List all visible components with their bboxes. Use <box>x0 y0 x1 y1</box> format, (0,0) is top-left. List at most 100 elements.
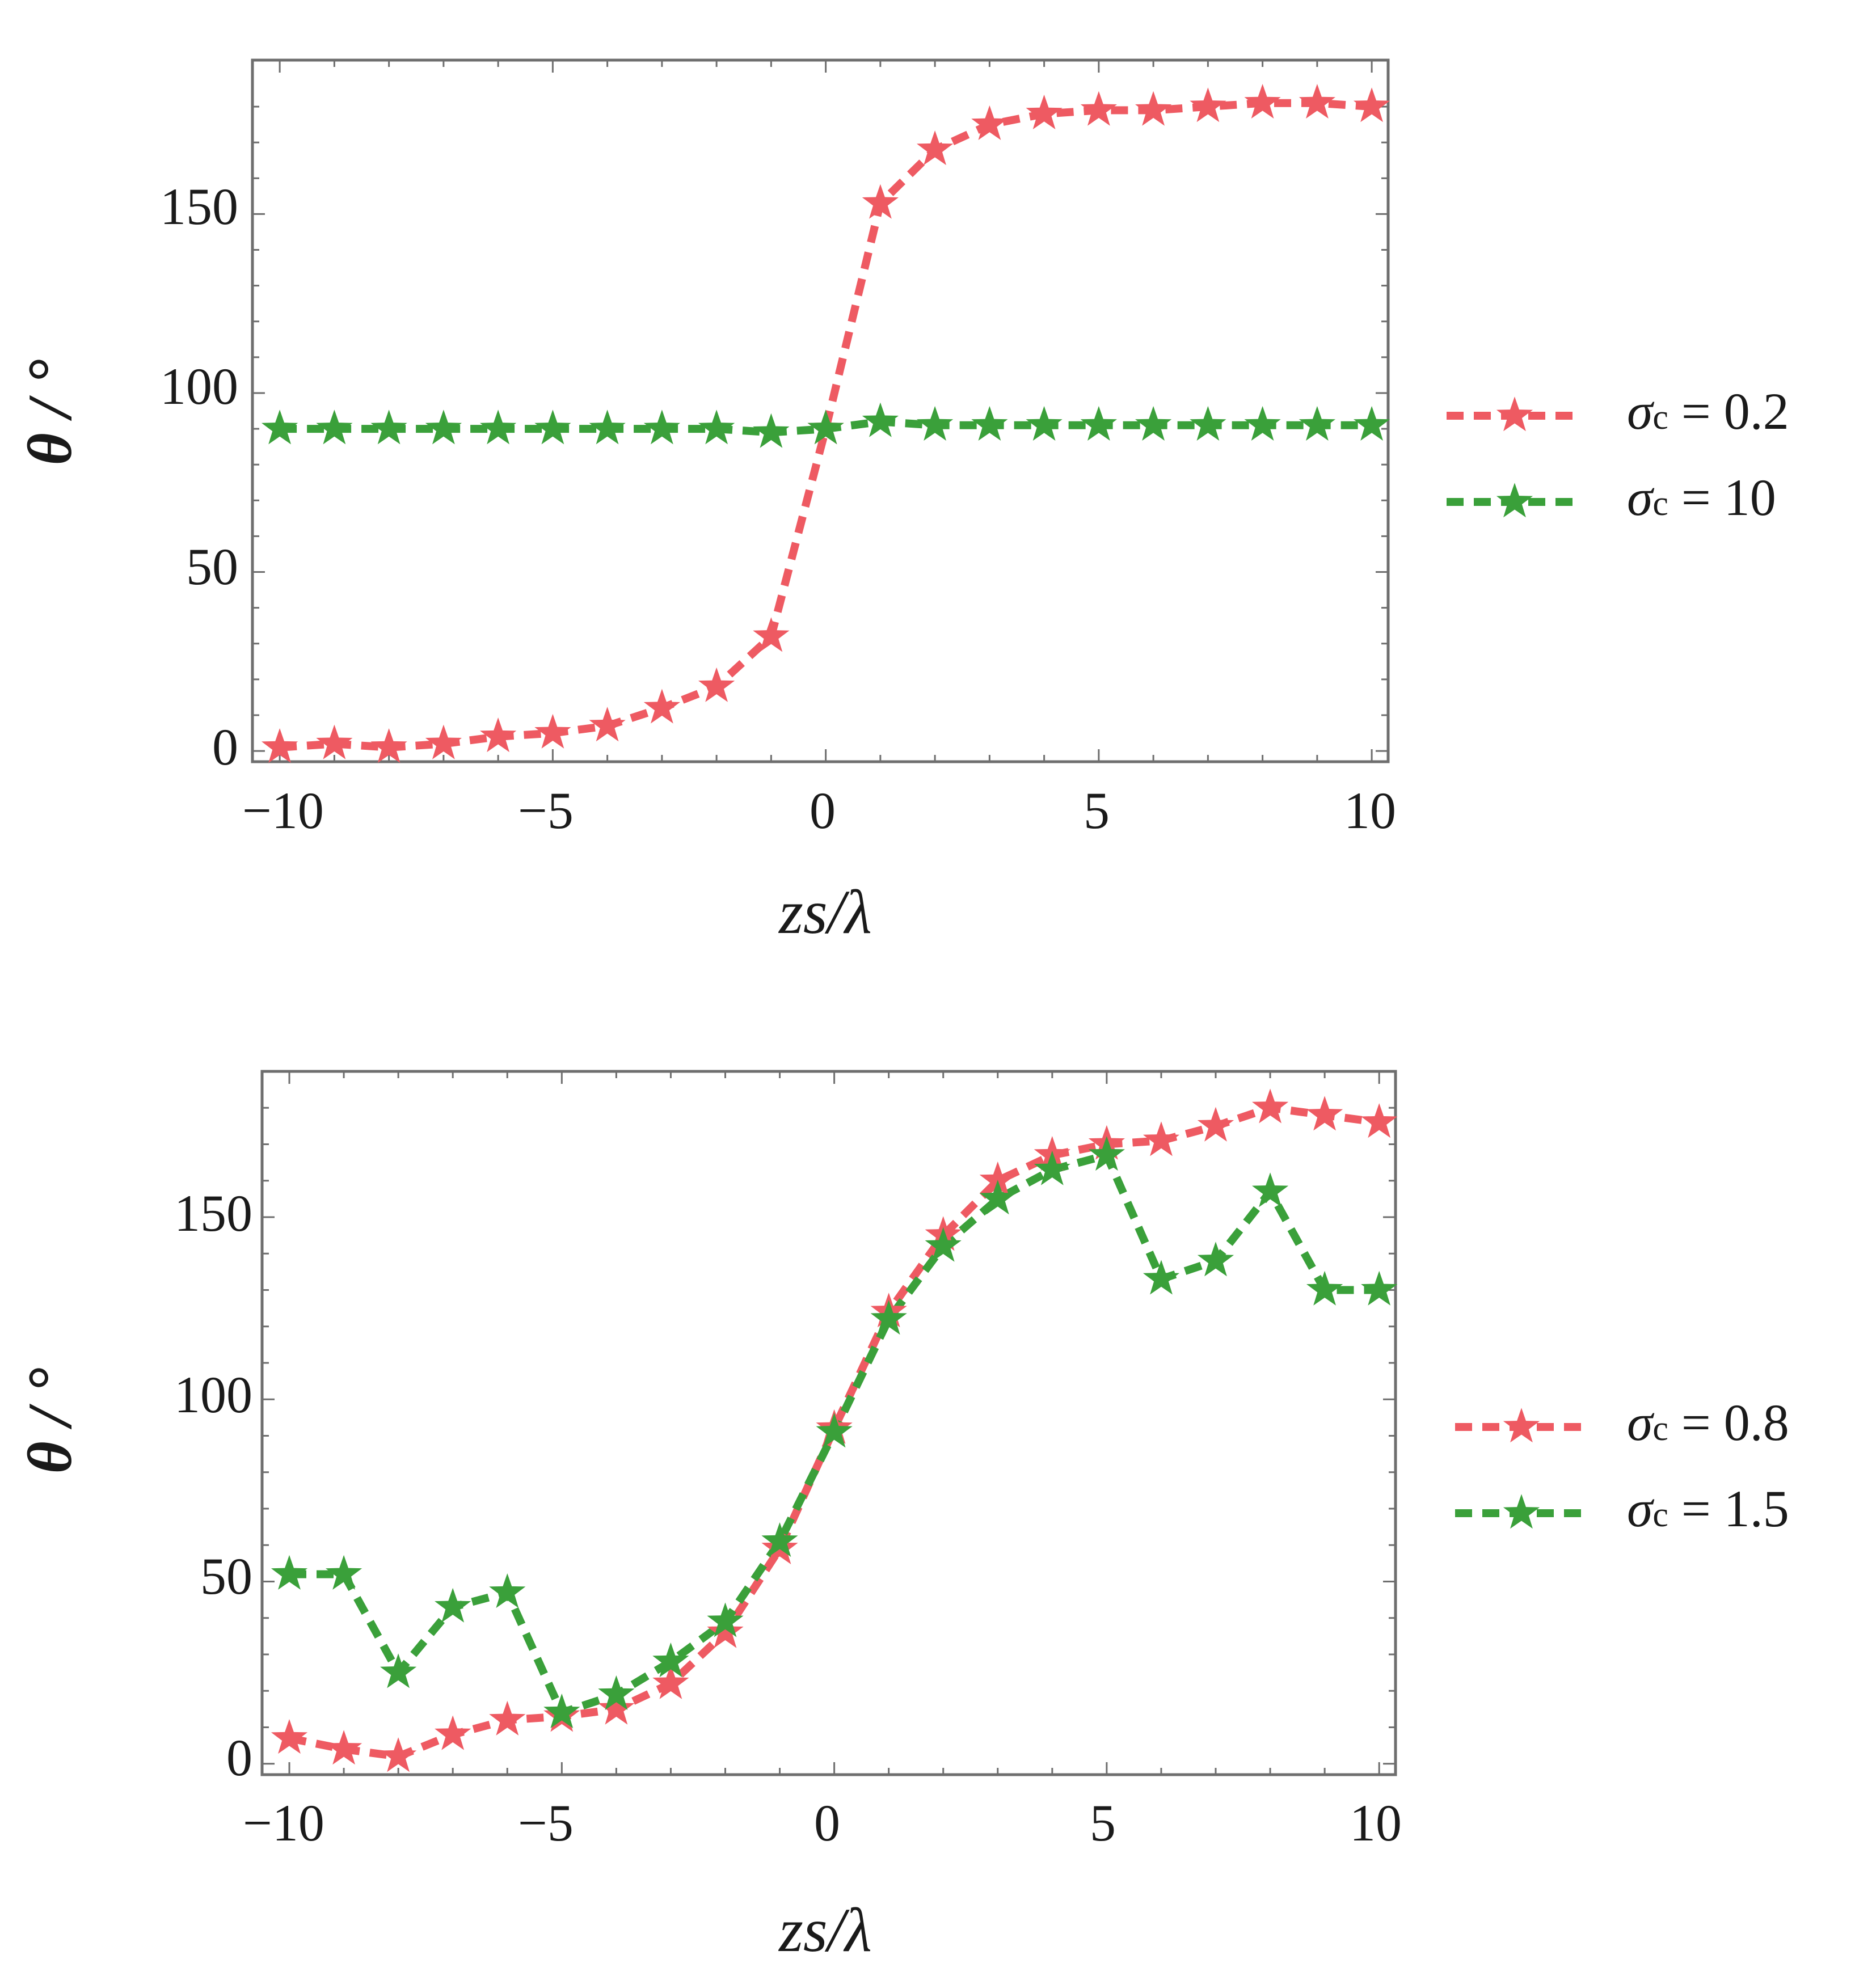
plot-frame <box>251 58 1390 763</box>
data-point-star <box>1306 1096 1343 1131</box>
x-tick-label: 10 <box>1344 782 1396 839</box>
data-point-star <box>1361 1270 1398 1306</box>
data-point-star <box>380 1653 417 1688</box>
data-point-star <box>1197 1107 1234 1142</box>
legend-entry: σc = 1.5 <box>1455 1480 1789 1538</box>
data-point-star <box>916 130 954 166</box>
y-tick-label: 50 <box>200 1547 252 1605</box>
x-tick-label: −5 <box>518 782 574 839</box>
data-point-star <box>862 402 899 437</box>
data-point-star <box>589 707 626 742</box>
legend-label: σc = 10 <box>1627 468 1776 526</box>
legend-label: σc = 1.5 <box>1627 1480 1789 1538</box>
data-point-star <box>1190 87 1226 123</box>
y-tick-labels: 0 50 100 150 <box>160 178 238 776</box>
legend-symbol: σ <box>1627 1394 1655 1451</box>
axis-ticks <box>252 60 1388 762</box>
data-point-star <box>435 1587 471 1623</box>
y-tick-label: 0 <box>226 1729 252 1787</box>
data-point-star <box>325 1730 362 1765</box>
data-point-star <box>534 713 571 749</box>
data-point-star <box>916 406 954 441</box>
legend-value: = 1.5 <box>1668 1480 1789 1538</box>
data-point-star <box>1244 406 1281 441</box>
axis-ticks <box>262 1071 1396 1775</box>
legend-label: σc = 0.2 <box>1627 382 1789 440</box>
data-point-star <box>1299 83 1336 119</box>
data-point-star <box>589 409 626 445</box>
data-point-star <box>753 413 790 448</box>
data-point-star <box>1026 406 1063 441</box>
x-tick-label: 0 <box>814 1794 840 1852</box>
legend-symbol: σ <box>1627 468 1655 526</box>
data-point-star <box>271 1719 308 1754</box>
y-tick-label: 100 <box>160 357 238 415</box>
data-point-star <box>643 689 681 724</box>
top-chart-panel: −10 −5 0 5 10 0 50 100 150 zs/λ θ / ° σc… <box>15 58 1789 947</box>
x-axis-label: zs/λ <box>778 1895 872 1965</box>
legend-value: = 0.8 <box>1668 1394 1789 1451</box>
y-axis-label: θ / ° <box>15 360 85 466</box>
data-point-star <box>534 409 571 445</box>
data-point-star <box>370 409 407 445</box>
data-point-star <box>425 724 462 759</box>
data-point-star <box>316 724 353 759</box>
legend-star-icon <box>1496 396 1533 432</box>
legend-entry: σc = 0.2 <box>1447 382 1789 440</box>
data-point-star <box>1143 1260 1180 1295</box>
data-point-star <box>316 409 353 445</box>
data-point-star <box>489 1700 526 1736</box>
legend-star-icon <box>1496 483 1533 518</box>
legend: σc = 0.8 σc = 1.5 <box>1455 1394 1789 1538</box>
x-axis-label: zs/λ <box>778 877 872 947</box>
legend: σc = 0.2 σc = 10 <box>1447 382 1789 526</box>
data-point-star <box>1080 91 1118 126</box>
data-point-star <box>698 409 735 445</box>
y-tick-labels: 0 50 100 150 <box>174 1184 252 1787</box>
data-point-star <box>1244 83 1281 119</box>
data-point-star <box>1251 1088 1289 1124</box>
x-tick-label: 5 <box>1084 782 1110 839</box>
legend-label: σc = 0.8 <box>1627 1394 1789 1451</box>
series-layer <box>261 83 1390 763</box>
legend-subscript: c <box>1652 484 1668 523</box>
data-point-star <box>1080 406 1118 441</box>
data-point-star <box>643 409 681 445</box>
x-tick-label: 10 <box>1350 1794 1402 1852</box>
y-axis-label: θ / ° <box>15 1368 85 1474</box>
data-point-star <box>971 105 1008 140</box>
data-point-star <box>1135 91 1172 126</box>
data-point-star <box>1135 406 1172 441</box>
y-tick-label: 50 <box>186 538 238 596</box>
x-tick-labels: −10 −5 0 5 10 <box>242 782 1396 839</box>
data-point-star <box>1353 406 1390 441</box>
y-tick-label: 0 <box>212 718 238 776</box>
legend-subscript: c <box>1652 1409 1668 1448</box>
series-line-0 <box>288 1104 1380 1760</box>
x-tick-label: 0 <box>810 782 836 839</box>
legend-star-icon <box>1503 1494 1540 1529</box>
data-point-star <box>435 1715 471 1750</box>
data-point-star <box>816 1413 853 1448</box>
data-point-star <box>479 717 517 753</box>
data-point-star <box>489 1573 526 1608</box>
x-tick-label: −10 <box>242 782 324 839</box>
data-point-star <box>1026 94 1063 129</box>
x-tick-labels: −10 −5 0 5 10 <box>243 1794 1402 1852</box>
series-layer <box>271 1088 1398 1772</box>
data-point-star <box>325 1555 362 1590</box>
bottom-chart-panel: −10 −5 0 5 10 0 50 100 150 zs/λ θ / ° σc… <box>15 1070 1789 1965</box>
data-point-star <box>1197 1242 1234 1277</box>
legend-value: = 10 <box>1668 468 1776 526</box>
y-tick-label: 150 <box>160 178 238 235</box>
data-point-star <box>271 1555 308 1590</box>
x-tick-label: −5 <box>518 1794 574 1852</box>
legend-symbol: σ <box>1627 1480 1655 1538</box>
legend-subscript: c <box>1652 1496 1668 1534</box>
data-point-star <box>479 409 517 445</box>
legend-star-icon <box>1503 1408 1540 1443</box>
legend-subscript: c <box>1652 398 1668 437</box>
x-tick-label: 5 <box>1090 1794 1116 1852</box>
data-point-star <box>1251 1172 1289 1207</box>
